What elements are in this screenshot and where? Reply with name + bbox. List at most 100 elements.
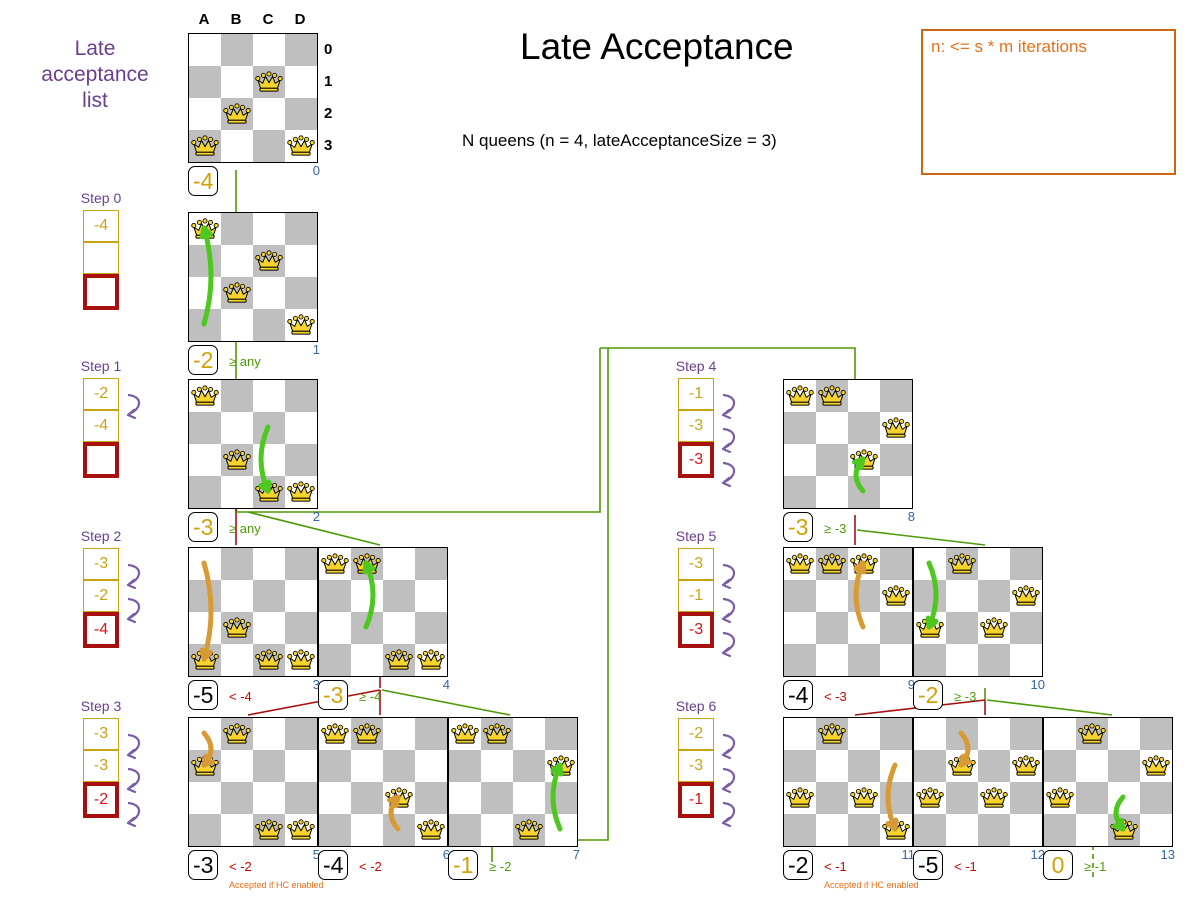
- chessboard[interactable]: [188, 379, 318, 509]
- square-A1[interactable]: [1044, 750, 1076, 782]
- square-C2[interactable]: [978, 782, 1010, 814]
- square-C3[interactable]: [978, 814, 1010, 846]
- square-B1[interactable]: [221, 750, 253, 782]
- square-B2[interactable]: [816, 444, 848, 476]
- square-B3[interactable]: [1076, 814, 1108, 846]
- square-D0[interactable]: [285, 380, 317, 412]
- square-C1[interactable]: [848, 750, 880, 782]
- square-B3[interactable]: [221, 814, 253, 846]
- square-B2[interactable]: [221, 444, 253, 476]
- square-C2[interactable]: [848, 782, 880, 814]
- square-A3[interactable]: [784, 814, 816, 846]
- square-B3[interactable]: [221, 476, 253, 508]
- square-A0[interactable]: [1044, 718, 1076, 750]
- square-B2[interactable]: [221, 277, 253, 309]
- square-B3[interactable]: [221, 309, 253, 341]
- square-D1[interactable]: [1010, 750, 1042, 782]
- square-C0[interactable]: [253, 380, 285, 412]
- square-D1[interactable]: [285, 750, 317, 782]
- square-A2[interactable]: [319, 782, 351, 814]
- square-B1[interactable]: [221, 66, 253, 98]
- square-A1[interactable]: [189, 580, 221, 612]
- square-D2[interactable]: [1010, 612, 1042, 644]
- square-D1[interactable]: [285, 412, 317, 444]
- square-C0[interactable]: [978, 718, 1010, 750]
- chessboard[interactable]: [1043, 717, 1173, 847]
- square-D1[interactable]: [285, 66, 317, 98]
- square-B3[interactable]: [351, 644, 383, 676]
- square-A1[interactable]: [319, 750, 351, 782]
- square-A2[interactable]: [189, 277, 221, 309]
- square-B0[interactable]: [221, 718, 253, 750]
- square-D1[interactable]: [285, 245, 317, 277]
- square-B3[interactable]: [481, 814, 513, 846]
- square-A1[interactable]: [784, 412, 816, 444]
- square-C1[interactable]: [253, 580, 285, 612]
- square-A3[interactable]: [784, 644, 816, 676]
- square-D2[interactable]: [880, 444, 912, 476]
- square-C1[interactable]: [848, 580, 880, 612]
- square-C1[interactable]: [1108, 750, 1140, 782]
- square-C0[interactable]: [848, 718, 880, 750]
- square-A2[interactable]: [189, 98, 221, 130]
- square-C0[interactable]: [978, 548, 1010, 580]
- square-B0[interactable]: [221, 34, 253, 66]
- square-B0[interactable]: [816, 718, 848, 750]
- square-A1[interactable]: [189, 245, 221, 277]
- square-B2[interactable]: [946, 782, 978, 814]
- square-C3[interactable]: [978, 644, 1010, 676]
- square-C1[interactable]: [978, 580, 1010, 612]
- square-B0[interactable]: [221, 213, 253, 245]
- square-D1[interactable]: [1140, 750, 1172, 782]
- square-B3[interactable]: [946, 814, 978, 846]
- square-D0[interactable]: [285, 718, 317, 750]
- square-D3[interactable]: [285, 644, 317, 676]
- square-C1[interactable]: [978, 750, 1010, 782]
- square-C3[interactable]: [253, 309, 285, 341]
- square-D3[interactable]: [1140, 814, 1172, 846]
- square-D0[interactable]: [880, 380, 912, 412]
- square-A2[interactable]: [189, 782, 221, 814]
- square-C3[interactable]: [848, 644, 880, 676]
- square-D3[interactable]: [415, 814, 447, 846]
- square-D3[interactable]: [285, 476, 317, 508]
- square-D3[interactable]: [415, 644, 447, 676]
- square-B2[interactable]: [481, 782, 513, 814]
- square-A1[interactable]: [189, 412, 221, 444]
- square-D2[interactable]: [285, 98, 317, 130]
- square-D0[interactable]: [285, 548, 317, 580]
- chessboard[interactable]: [783, 379, 913, 509]
- square-C1[interactable]: [513, 750, 545, 782]
- square-D0[interactable]: [1140, 718, 1172, 750]
- chessboard[interactable]: [188, 212, 318, 342]
- square-D2[interactable]: [285, 277, 317, 309]
- square-C2[interactable]: [513, 782, 545, 814]
- square-C2[interactable]: [253, 444, 285, 476]
- square-A0[interactable]: [189, 380, 221, 412]
- square-C3[interactable]: [383, 644, 415, 676]
- square-A3[interactable]: [189, 130, 221, 162]
- square-A3[interactable]: [319, 644, 351, 676]
- square-B1[interactable]: [221, 245, 253, 277]
- square-B2[interactable]: [221, 782, 253, 814]
- square-A3[interactable]: [449, 814, 481, 846]
- square-B1[interactable]: [221, 580, 253, 612]
- chessboard[interactable]: [318, 717, 448, 847]
- square-A1[interactable]: [189, 66, 221, 98]
- square-D3[interactable]: [285, 130, 317, 162]
- square-D0[interactable]: [1010, 718, 1042, 750]
- square-C2[interactable]: [978, 612, 1010, 644]
- square-A0[interactable]: [914, 718, 946, 750]
- square-B1[interactable]: [221, 412, 253, 444]
- square-A3[interactable]: [1044, 814, 1076, 846]
- square-C0[interactable]: [253, 34, 285, 66]
- square-B1[interactable]: [351, 750, 383, 782]
- square-D0[interactable]: [880, 718, 912, 750]
- square-B0[interactable]: [481, 718, 513, 750]
- square-A2[interactable]: [449, 782, 481, 814]
- square-B2[interactable]: [1076, 782, 1108, 814]
- square-D2[interactable]: [285, 444, 317, 476]
- chessboard[interactable]: [783, 717, 913, 847]
- square-C0[interactable]: [253, 718, 285, 750]
- square-A1[interactable]: [914, 580, 946, 612]
